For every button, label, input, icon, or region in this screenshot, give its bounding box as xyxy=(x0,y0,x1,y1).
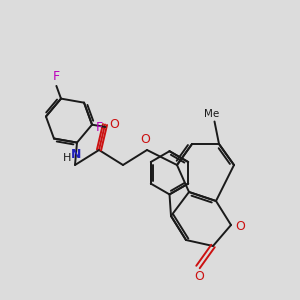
Text: Me: Me xyxy=(204,109,219,119)
Text: O: O xyxy=(110,118,119,131)
Text: N: N xyxy=(71,148,82,161)
Text: H: H xyxy=(62,153,71,163)
Text: O: O xyxy=(236,220,245,233)
Text: F: F xyxy=(96,121,103,134)
Text: O: O xyxy=(141,133,150,146)
Text: O: O xyxy=(195,270,204,283)
Text: F: F xyxy=(53,70,60,83)
